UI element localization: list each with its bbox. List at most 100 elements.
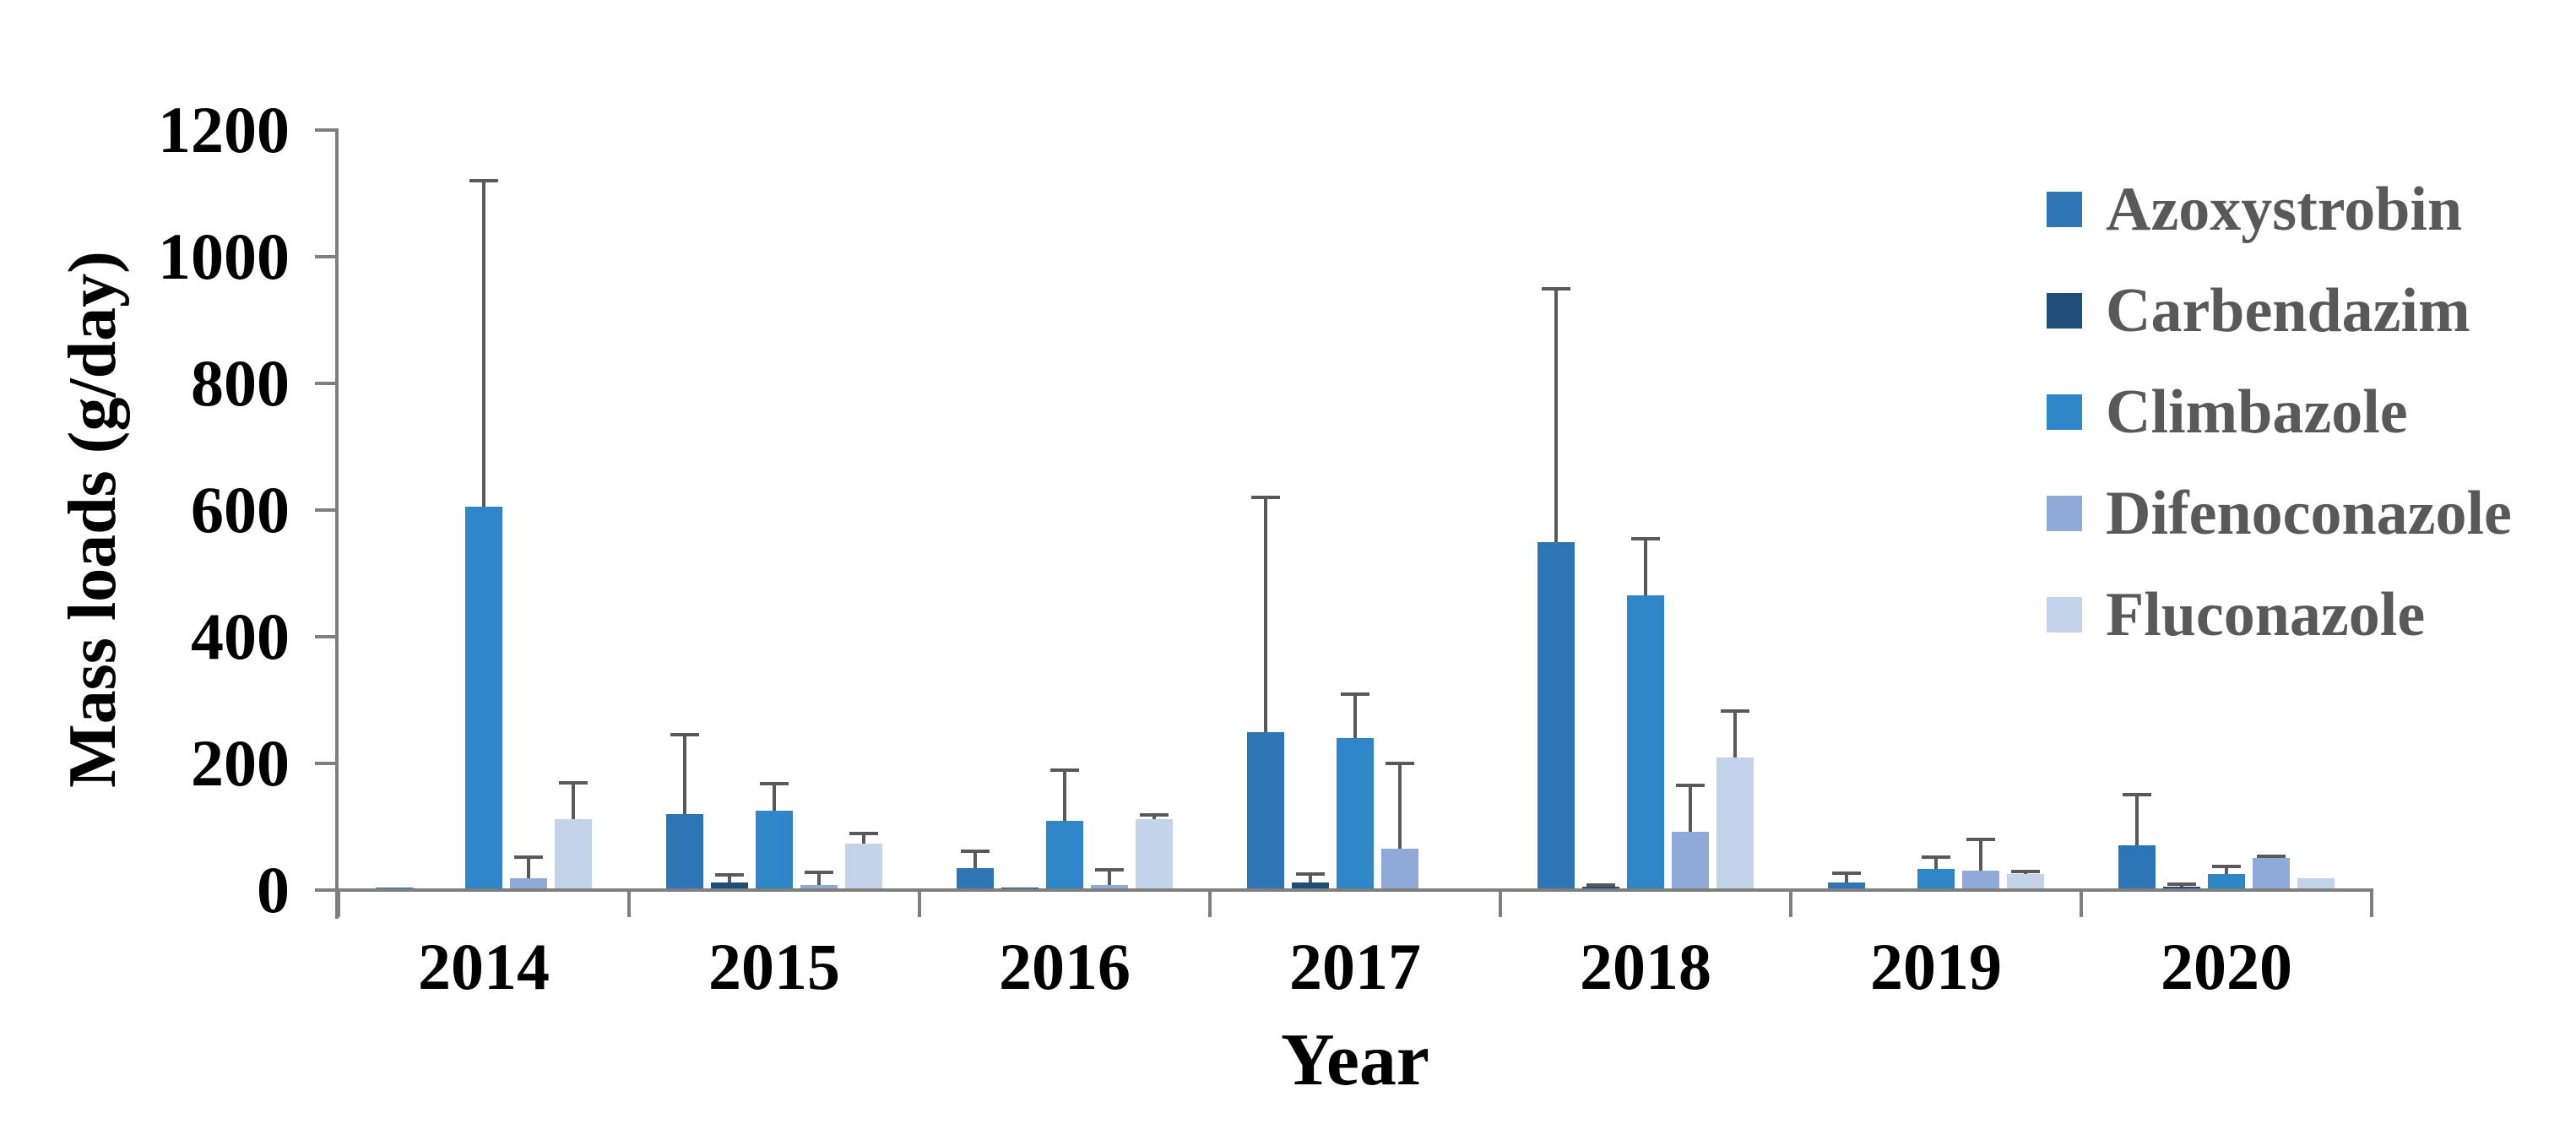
error-bar-difenoconazole-2019 [1979,839,1982,871]
x-tick [918,890,921,917]
error-bar-climbazole-2020 [2225,866,2228,874]
y-tick-label: 1200 [158,93,290,166]
x-tick [1208,890,1212,917]
error-bar-cap [805,871,833,874]
error-bar-difenoconazole-2016 [1108,870,1111,885]
error-bar-azoxystrobin-2020 [2135,794,2139,845]
legend-entry-azoxystrobin: Azoxystrobin [2047,176,2462,243]
y-tick [315,888,335,892]
legend-label-fluconazole: Fluconazole [2106,580,2426,649]
error-bar-cap [715,873,744,877]
bar-azoxystrobin-2016 [957,867,994,890]
bar-climbazole-2018 [1627,595,1664,890]
error-bar-azoxystrobin-2016 [973,850,977,868]
bar-difenoconazole-2014 [510,877,547,890]
legend-swatch-climbazole [2047,394,2082,430]
error-bar-cap [1140,812,1169,817]
bar-fluconazole-2014 [555,819,592,890]
x-category-label: 2017 [1289,930,1421,1003]
error-bar-cap [1296,872,1325,877]
bar-azoxystrobin-2020 [2118,844,2156,890]
error-bar-cap [469,179,498,182]
y-tick-label: 1000 [158,220,290,293]
x-category-label: 2019 [1870,930,2002,1003]
bar-azoxystrobin-2018 [1537,541,1575,890]
error-bar-cap [1386,762,1414,765]
bar-difenoconazole-2020 [2253,857,2290,890]
error-bar-cap [849,832,878,836]
y-axis-line [335,128,339,919]
error-bar-cap [1631,536,1660,540]
bar-climbazole-2014 [465,507,502,890]
error-bar-fluconazole-2018 [1733,710,1737,757]
error-bar-cap [1832,871,1861,875]
error-bar-cap [1586,883,1615,887]
bar-difenoconazole-2019 [1962,870,1999,890]
bar-azoxystrobin-2017 [1247,731,1284,890]
x-category-label: 2018 [1580,930,1711,1003]
legend-swatch-difenoconazole [2047,496,2082,531]
legend-entry-climbazole: Climbazole [2047,378,2408,446]
error-bar-cap [961,849,990,853]
bar-climbazole-2019 [1917,868,1955,890]
legend-label-azoxystrobin: Azoxystrobin [2106,175,2463,244]
bar-climbazole-2017 [1337,738,1374,890]
legend-label-climbazole: Climbazole [2106,377,2408,447]
bar-carbendazim-2017 [1292,882,1329,890]
y-tick [315,508,335,512]
x-tick [627,890,631,917]
error-bar-fluconazole-2014 [572,783,575,819]
error-bar-azoxystrobin-2019 [1845,872,1848,882]
error-bar-difenoconazole-2015 [817,872,821,885]
error-bar-cap [514,855,543,859]
x-tick [1499,890,1502,917]
error-bar-cap [2212,865,2241,869]
bar-climbazole-2016 [1046,821,1083,890]
error-bar-cap [670,733,699,737]
x-axis-line [335,888,2373,892]
bar-fluconazole-2019 [2007,874,2044,890]
legend-swatch-fluconazole [2047,597,2082,633]
error-bar-fluconazole-2015 [862,833,865,844]
error-bar-cap [2167,882,2196,887]
bar-azoxystrobin-2015 [666,814,703,890]
y-tick [315,635,335,638]
bar-climbazole-2020 [2208,873,2245,890]
y-tick-label: 400 [191,600,290,673]
error-bar-cap [2257,854,2286,858]
x-category-label: 2016 [999,930,1131,1003]
error-bar-climbazole-2018 [1644,538,1647,596]
error-bar-cap [1542,286,1570,291]
x-category-label: 2015 [708,930,840,1003]
legend-swatch-carbendazim [2047,293,2082,329]
error-bar-climbazole-2015 [773,784,776,811]
bar-fluconazole-2016 [1136,819,1173,890]
error-bar-climbazole-2017 [1353,693,1357,738]
bar-carbendazim-2015 [711,882,748,890]
y-tick [315,762,335,765]
bar-difenoconazole-2015 [800,885,838,890]
bar-climbazole-2015 [756,810,793,890]
error-bar-cap [1341,692,1369,696]
y-tick-label: 800 [191,346,290,420]
x-category-label: 2020 [2161,930,2292,1003]
error-bar-difenoconazole-2014 [527,857,530,878]
legend-entry-carbendazim: Carbendazim [2047,277,2470,345]
legend-swatch-azoxystrobin [2047,192,2082,227]
error-bar-climbazole-2016 [1063,769,1066,822]
error-bar-azoxystrobin-2015 [683,735,686,814]
error-bar-cap [1676,784,1705,788]
bar-difenoconazole-2017 [1381,849,1418,890]
legend-entry-fluconazole: Fluconazole [2047,581,2425,649]
error-bar-carbendazim-2015 [728,875,731,882]
x-category-label: 2014 [418,930,550,1003]
error-bar-cap [1095,868,1124,872]
bar-difenoconazole-2018 [1672,832,1709,890]
x-axis-title: Year [1281,1019,1429,1101]
legend-label-difenoconazole: Difenoconazole [2106,479,2512,548]
y-tick-label: 600 [191,473,290,546]
error-bar-cap [1966,838,1995,841]
bar-fluconazole-2015 [845,843,882,890]
error-bar-cap [1721,709,1749,713]
